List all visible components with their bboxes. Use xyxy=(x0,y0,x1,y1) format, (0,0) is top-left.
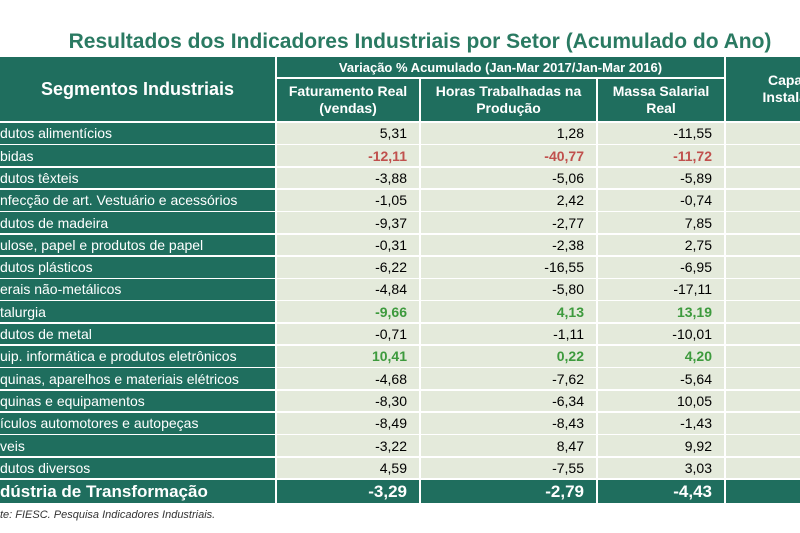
cell: -5,80 xyxy=(421,279,596,300)
cell: 2,42 xyxy=(421,189,596,211)
cell-blank xyxy=(726,256,800,278)
cell: -4,43 xyxy=(598,480,724,504)
cell-blank xyxy=(726,435,800,456)
cell: -7,62 xyxy=(421,368,596,390)
group-header: Variação % Acumulado (Jan-Mar 2017/Jan-M… xyxy=(277,57,724,77)
cell: -3,29 xyxy=(277,480,419,504)
cell-blank xyxy=(726,346,800,367)
row-label: quinas e equipamentos xyxy=(0,390,275,412)
cell: -12,11 xyxy=(277,145,419,167)
row-label: dutos de madeira xyxy=(0,212,275,233)
row-label: uip. informática e produtos eletrônicos xyxy=(0,346,275,367)
cell: -1,43 xyxy=(598,412,724,434)
cell: -0,31 xyxy=(277,234,419,256)
cell: -5,89 xyxy=(598,167,724,189)
cell: 7,85 xyxy=(598,212,724,233)
cell-blank xyxy=(726,167,800,189)
column-header: Faturamento Real (vendas) xyxy=(277,79,419,121)
cell-blank xyxy=(726,480,800,504)
cell-blank xyxy=(726,123,800,144)
cell-blank xyxy=(726,390,800,412)
cell: -40,77 xyxy=(421,145,596,167)
cell-blank xyxy=(726,323,800,345)
row-label: dutos plásticos xyxy=(0,256,275,278)
cell-blank xyxy=(726,412,800,434)
cell: -3,22 xyxy=(277,435,419,456)
cell: 4,13 xyxy=(421,301,596,323)
cell-blank xyxy=(726,368,800,390)
cell: -11,72 xyxy=(598,145,724,167)
cell: -5,06 xyxy=(421,167,596,189)
cell: -1,11 xyxy=(421,323,596,345)
cell: 10,05 xyxy=(598,390,724,412)
row-label: dústria de Transformação xyxy=(0,480,275,504)
cell: -2,38 xyxy=(421,234,596,256)
cell: -5,64 xyxy=(598,368,724,390)
row-label: dutos diversos xyxy=(0,457,275,479)
cell: -3,88 xyxy=(277,167,419,189)
row-label: bidas xyxy=(0,145,275,167)
cell-blank xyxy=(726,145,800,167)
cell: -17,11 xyxy=(598,279,724,300)
row-label: ículos automotores e autopeças xyxy=(0,412,275,434)
cell: -1,05 xyxy=(277,189,419,211)
cell: -0,71 xyxy=(277,323,419,345)
cell: -8,49 xyxy=(277,412,419,434)
cell: -8,30 xyxy=(277,390,419,412)
cell: -7,55 xyxy=(421,457,596,479)
row-label: dutos alimentícios xyxy=(0,123,275,144)
row-label: quinas, aparelhos e materiais elétricos xyxy=(0,368,275,390)
cell: 0,22 xyxy=(421,346,596,367)
cell: -6,95 xyxy=(598,256,724,278)
cell: -11,55 xyxy=(598,123,724,144)
cell: -16,55 xyxy=(421,256,596,278)
cell: -6,34 xyxy=(421,390,596,412)
row-label: dutos têxteis xyxy=(0,167,275,189)
cell: 2,75 xyxy=(598,234,724,256)
cell: -8,43 xyxy=(421,412,596,434)
cell: 8,47 xyxy=(421,435,596,456)
column-header: Massa Salarial Real xyxy=(598,79,724,121)
title: Resultados dos Indicadores Industriais p… xyxy=(68,30,772,53)
cell-blank xyxy=(726,279,800,300)
cell-blank xyxy=(726,301,800,323)
cell-blank xyxy=(726,212,800,233)
row-label: nfecção de art. Vestuário e acessórios xyxy=(0,189,275,211)
column-header: Capac Instalad xyxy=(726,57,800,121)
cell: 3,03 xyxy=(598,457,724,479)
cell: 5,31 xyxy=(277,123,419,144)
source: te: FIESC. Pesquisa Indicadores Industri… xyxy=(0,509,216,521)
cell: 10,41 xyxy=(277,346,419,367)
cell: -2,77 xyxy=(421,212,596,233)
cell-blank xyxy=(726,234,800,256)
cell: -4,68 xyxy=(277,368,419,390)
cell: -10,01 xyxy=(598,323,724,345)
cell: 4,20 xyxy=(598,346,724,367)
cell: -9,66 xyxy=(277,301,419,323)
row-label: veis xyxy=(0,435,275,456)
row-label: erais não-metálicos xyxy=(0,279,275,300)
cell: -4,84 xyxy=(277,279,419,300)
cell: 1,28 xyxy=(421,123,596,144)
cell-blank xyxy=(726,189,800,211)
column-header: Horas Trabalhadas na Produção xyxy=(421,79,596,121)
cell: 9,92 xyxy=(598,435,724,456)
cell: -6,22 xyxy=(277,256,419,278)
row-label: dutos de metal xyxy=(0,323,275,345)
segment-header: Segmentos Industriais xyxy=(0,57,275,121)
cell: 13,19 xyxy=(598,301,724,323)
cell: -0,74 xyxy=(598,189,724,211)
cell: -9,37 xyxy=(277,212,419,233)
cell: 4,59 xyxy=(277,457,419,479)
cell: -2,79 xyxy=(421,480,596,504)
row-label: ulose, papel e produtos de papel xyxy=(0,234,275,256)
cell-blank xyxy=(726,457,800,479)
row-label: talurgia xyxy=(0,301,275,323)
